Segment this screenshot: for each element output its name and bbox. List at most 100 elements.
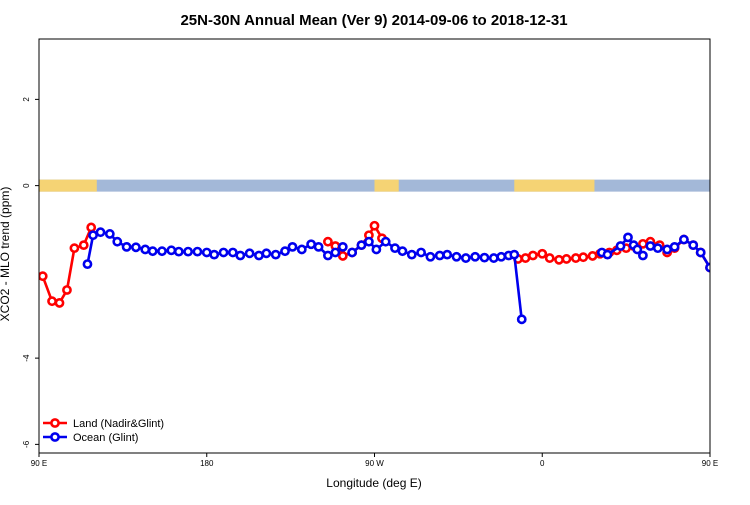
data-point [451,251,462,262]
data-point [287,241,298,252]
data-point [88,230,98,241]
data-point [632,244,643,255]
data-point [218,247,229,258]
data-point [244,248,255,259]
data-point [337,241,348,252]
data-point [570,253,581,263]
data-point [296,244,307,255]
data-point [679,234,689,245]
data-point [460,253,471,263]
data-point [714,270,721,277]
series-layer [39,220,745,325]
y-tick-label: 0 [22,183,31,188]
data-point [587,251,598,261]
x-tick-label: 90 W [365,459,384,468]
data-point [82,259,93,270]
data-point [723,296,730,303]
data-point [209,249,220,260]
data-point [561,254,572,264]
data-point [516,314,527,325]
y-tick-label: 2 [22,97,31,102]
data-point [173,246,184,257]
x-tick-label: 0 [540,459,545,468]
data-point [280,246,290,257]
data-point [140,244,151,255]
data-point [397,246,408,257]
legend-item: Land (Nadir&Glint) [43,418,164,430]
data-point [86,222,97,233]
series-land [39,220,738,308]
series-line [650,237,710,270]
x-tick-label: 90 E [702,459,718,468]
data-point [254,250,264,261]
data-point [131,242,141,253]
data-point [731,299,738,306]
data-point [688,240,699,251]
data-point [731,299,738,306]
data-point [434,250,445,261]
data-point [313,241,324,252]
data-point [227,247,238,258]
data-point [509,249,520,260]
data-point [652,243,663,254]
y-tick-label: -6 [22,440,31,448]
land-band [39,179,97,192]
series-ocean [82,227,745,325]
data-point [104,229,115,239]
data-point [121,241,132,252]
data-point [695,247,706,258]
data-point [347,247,358,258]
data-point [201,247,212,258]
land-band [374,179,399,192]
land-band [514,179,595,192]
y-tick-label: -4 [22,354,31,362]
data-point [442,249,453,260]
data-point [578,252,589,263]
data-point [479,252,490,263]
data-point [390,243,400,254]
data-point [496,251,507,262]
data-point [235,250,246,261]
data-point [356,240,367,251]
data-point [323,236,333,247]
data-point [371,244,382,255]
data-point [488,253,499,263]
data-point [39,271,48,282]
legend-item: Ocean (Glint) [43,432,138,444]
land-ocean-mask [39,179,710,192]
data-point [95,227,106,238]
x-tick-label: 180 [200,459,214,468]
data-point [270,249,281,260]
legend-label: Land (Nadir&Glint) [73,418,164,430]
legend-swatch-marker [50,418,60,428]
legend: Land (Nadir&Glint) Ocean (Glint) [43,418,164,444]
data-point [157,246,167,257]
data-point [147,246,158,257]
data-point [416,247,426,258]
data-point [54,298,65,308]
data-point [364,236,374,247]
data-point [69,243,80,254]
data-point [78,240,89,251]
chart-title: 25N-30N Annual Mean (Ver 9) 2014-09-06 t… [180,12,567,29]
data-point [738,286,745,293]
data-point [623,232,633,243]
data-point [615,241,626,251]
data-point [470,251,481,262]
data-point [554,254,564,265]
data-point [62,285,72,295]
data-point [380,236,391,247]
data-point [192,246,203,257]
data-point [306,239,317,250]
data-point [669,241,680,252]
data-point [723,296,730,303]
data-point [662,244,673,255]
data-point [406,249,417,260]
x-tick-label: 90 E [31,459,47,468]
legend-swatch-marker [50,432,60,442]
legend-label: Ocean (Glint) [73,432,138,444]
data-point [714,270,721,277]
axis-ticks: 90 E 180 90 W 0 90 E 2 0 -4 -6 [22,97,718,468]
data-point [183,246,194,257]
data-point [337,251,348,261]
